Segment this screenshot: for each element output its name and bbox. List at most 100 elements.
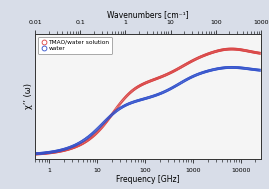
Point	[179, 66, 183, 69]
Point	[236, 48, 241, 51]
Point	[134, 100, 138, 103]
Point	[147, 80, 151, 83]
Point	[151, 78, 156, 81]
Point	[89, 137, 93, 140]
Point	[156, 76, 161, 79]
Point	[105, 117, 110, 120]
Point	[145, 81, 149, 84]
Point	[96, 127, 100, 130]
Point	[207, 69, 211, 72]
Point	[198, 72, 202, 75]
Point	[208, 69, 213, 72]
Point	[57, 149, 62, 152]
Point	[79, 140, 83, 143]
Point	[55, 149, 59, 153]
Point	[221, 48, 226, 51]
Point	[188, 60, 193, 63]
Point	[175, 68, 179, 71]
Point	[46, 152, 50, 155]
Point	[153, 94, 158, 97]
Point	[67, 148, 71, 151]
Point	[87, 135, 91, 138]
Point	[119, 100, 124, 103]
Point	[220, 49, 224, 52]
Point	[54, 150, 58, 153]
Point	[100, 123, 104, 126]
Point	[218, 49, 222, 52]
Point	[212, 68, 216, 71]
Point	[121, 105, 125, 108]
Point	[132, 88, 136, 91]
Point	[73, 145, 78, 148]
Point	[161, 91, 165, 94]
Point	[198, 56, 202, 59]
Point	[63, 147, 67, 150]
Point	[187, 77, 192, 80]
Point	[140, 83, 144, 86]
Point	[149, 95, 153, 98]
Point	[167, 72, 171, 75]
Point	[68, 147, 72, 150]
Point	[196, 57, 200, 60]
Point	[189, 60, 193, 63]
Point	[128, 91, 132, 94]
Point	[170, 70, 175, 73]
Point	[228, 48, 232, 51]
Point	[249, 68, 253, 71]
Point	[180, 81, 184, 84]
Point	[70, 145, 75, 148]
Point	[104, 121, 108, 124]
Point	[150, 79, 154, 82]
Point	[117, 108, 121, 111]
Point	[93, 129, 97, 132]
Point	[34, 153, 38, 156]
Point	[142, 82, 146, 85]
Point	[151, 79, 155, 82]
Point	[84, 137, 88, 140]
Point	[218, 49, 223, 52]
Point	[183, 79, 187, 82]
Point	[38, 152, 42, 155]
Point	[97, 129, 101, 132]
Point	[258, 52, 262, 55]
Point	[125, 103, 129, 106]
Point	[164, 73, 168, 76]
Point	[182, 80, 186, 83]
Point	[134, 87, 138, 90]
Point	[201, 71, 205, 74]
Point	[236, 66, 241, 69]
Point	[214, 50, 218, 53]
Point	[146, 96, 150, 99]
Point	[147, 96, 151, 99]
Point	[165, 89, 169, 92]
Point	[136, 85, 140, 88]
Point	[33, 152, 37, 155]
Point	[126, 102, 130, 105]
Point	[57, 150, 62, 153]
Point	[218, 67, 223, 70]
Point	[100, 126, 104, 129]
Point	[55, 149, 60, 152]
Point	[72, 144, 76, 147]
Point	[136, 99, 141, 102]
Point	[45, 151, 49, 154]
Point	[47, 151, 51, 154]
Point	[250, 50, 255, 53]
Point	[240, 67, 245, 70]
Point	[118, 102, 122, 105]
Point	[160, 75, 164, 78]
Point	[116, 108, 120, 111]
Point	[157, 92, 161, 95]
Point	[195, 57, 199, 60]
Point	[255, 51, 260, 54]
Point	[172, 69, 176, 72]
Point	[134, 99, 139, 102]
Point	[238, 48, 243, 51]
Point	[74, 145, 79, 148]
Point	[159, 75, 163, 78]
Point	[127, 92, 131, 95]
Point	[166, 73, 170, 76]
Point	[131, 89, 135, 92]
Point	[107, 115, 112, 119]
Point	[190, 75, 194, 78]
